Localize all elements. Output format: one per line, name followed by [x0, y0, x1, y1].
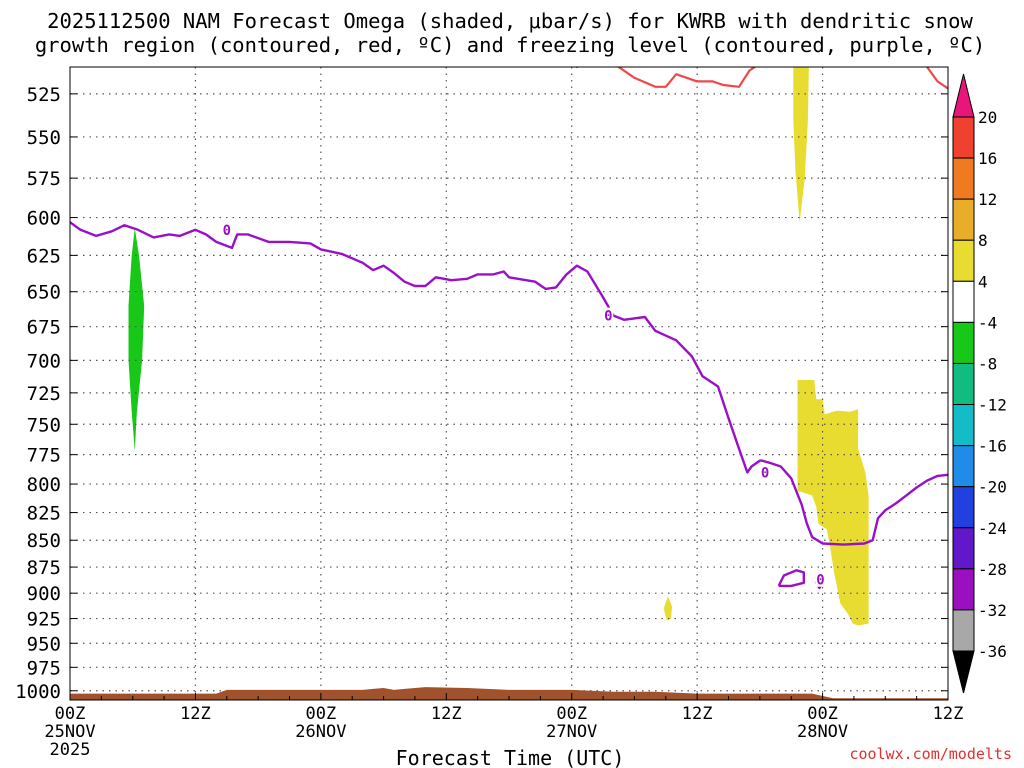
y-tick-label: 550	[27, 127, 61, 149]
colorbar-bin	[952, 157, 975, 200]
colorbar-bin	[952, 445, 975, 488]
dgz-contour-line	[574, 67, 948, 90]
colorbar-bin	[952, 362, 975, 406]
x-tick-label: 25NOV	[44, 722, 95, 742]
y-tick-label: 650	[27, 282, 61, 304]
colorbar-label: -20	[978, 478, 1007, 497]
x-tick-label: 12Z	[431, 704, 462, 724]
chart-title-line1: 2025112500 NAM Forecast Omega (shaded, μ…	[47, 9, 973, 33]
colorbar-bin	[952, 609, 975, 652]
colorbar-label: -28	[978, 560, 1007, 579]
y-tick-label: 700	[27, 350, 61, 372]
colorbar-bin	[952, 527, 975, 570]
y-tick-label: 525	[27, 84, 61, 106]
y-tick-label: 875	[27, 557, 61, 579]
y-tick-label: 975	[27, 657, 61, 679]
colorbar-label: -12	[978, 396, 1007, 415]
y-tick-label: 625	[27, 245, 61, 267]
colorbar-label: 4	[978, 272, 988, 291]
plot-area: 0 0 0 0	[69, 66, 949, 701]
colorbar-bin	[952, 321, 975, 364]
colorbar-label: 20	[978, 108, 997, 127]
grid-lines	[70, 67, 948, 700]
omega-shading	[128, 67, 869, 626]
freezing-level-line	[70, 221, 948, 546]
omega-region-1	[793, 67, 809, 223]
x-tick-label: 00Z	[305, 704, 336, 724]
contour-label: 0	[761, 465, 769, 481]
x-tick-label: 00Z	[55, 704, 86, 724]
colorbar-label: -16	[978, 437, 1007, 456]
y-tick-label: 775	[27, 445, 61, 467]
colorbar-bin	[952, 568, 975, 611]
y-tick-label: 600	[27, 208, 61, 230]
contour-label: 0	[816, 573, 824, 589]
x-axis-label: Forecast Time (UTC)	[396, 746, 625, 768]
x-tick-label: 2025	[50, 740, 91, 760]
y-tick-label: 1000	[15, 681, 61, 703]
freezing-level-island-0	[777, 569, 805, 588]
colorbar-label: -8	[978, 354, 997, 373]
colorbar-bin	[952, 239, 975, 282]
colorbar-label: 12	[978, 190, 997, 209]
x-tick-label: 28NOV	[797, 722, 848, 742]
chart-title-line2: growth region (contoured, red, ºC) and f…	[35, 33, 985, 57]
x-tick-label: 12Z	[682, 704, 713, 724]
x-tick-label: 12Z	[180, 704, 211, 724]
colorbar-bin	[952, 116, 975, 159]
contour-label: 0	[604, 309, 612, 325]
y-tick-label: 925	[27, 609, 61, 631]
y-tick-label: 575	[27, 168, 61, 190]
contour-label: 0	[223, 223, 231, 239]
colorbar-bin	[952, 486, 975, 529]
contour-label-bg	[221, 221, 232, 237]
colorbar-bottom-arrow	[952, 650, 975, 694]
colorbar-label: -36	[978, 642, 1007, 661]
x-tick-label: 00Z	[556, 704, 587, 724]
y-tick-label: 900	[27, 583, 61, 605]
credit-text: coolwx.com/modelts	[849, 745, 1012, 763]
colorbar-bin	[952, 280, 975, 323]
contour-label-bg	[603, 307, 614, 323]
colorbar-label: 16	[978, 149, 997, 168]
x-tick-label: 26NOV	[295, 722, 346, 742]
colorbar-label: -24	[978, 519, 1007, 538]
colorbar-top-arrow	[952, 73, 975, 118]
y-tick-label: 675	[27, 317, 61, 339]
contour-label-bg	[815, 571, 826, 587]
colorbar-label: 8	[978, 231, 988, 250]
colorbar-label: -4	[978, 313, 997, 332]
omega-region-3	[663, 596, 673, 621]
colorbar-label: -32	[978, 601, 1007, 620]
omega-region-2	[797, 380, 869, 626]
colorbar-bin	[952, 198, 975, 241]
contour-label-bg	[760, 464, 771, 480]
x-tick-label: 00Z	[807, 704, 838, 724]
x-tick-label: 27NOV	[546, 722, 597, 742]
y-tick-label: 750	[27, 414, 61, 436]
contour-lines: 0 0 0 0	[70, 67, 948, 590]
y-tick-label: 800	[27, 474, 61, 496]
x-tick-label: 12Z	[933, 704, 964, 724]
omega-region-0	[128, 228, 145, 452]
plot-frame	[69, 66, 949, 701]
colorbar: 20 16 12 8 4 -4 -8 -12 -16 -20 -24 -28 -32 -36	[952, 73, 1007, 694]
y-tick-label: 725	[27, 383, 61, 405]
y-tick-label: 825	[27, 503, 61, 525]
colorbar-bin	[952, 404, 975, 447]
y-axis: 525 550 575 600 625 650 675 700 725 750 775 800 825 8…	[15, 84, 948, 703]
y-tick-label: 850	[27, 530, 61, 552]
y-tick-label: 950	[27, 633, 61, 655]
